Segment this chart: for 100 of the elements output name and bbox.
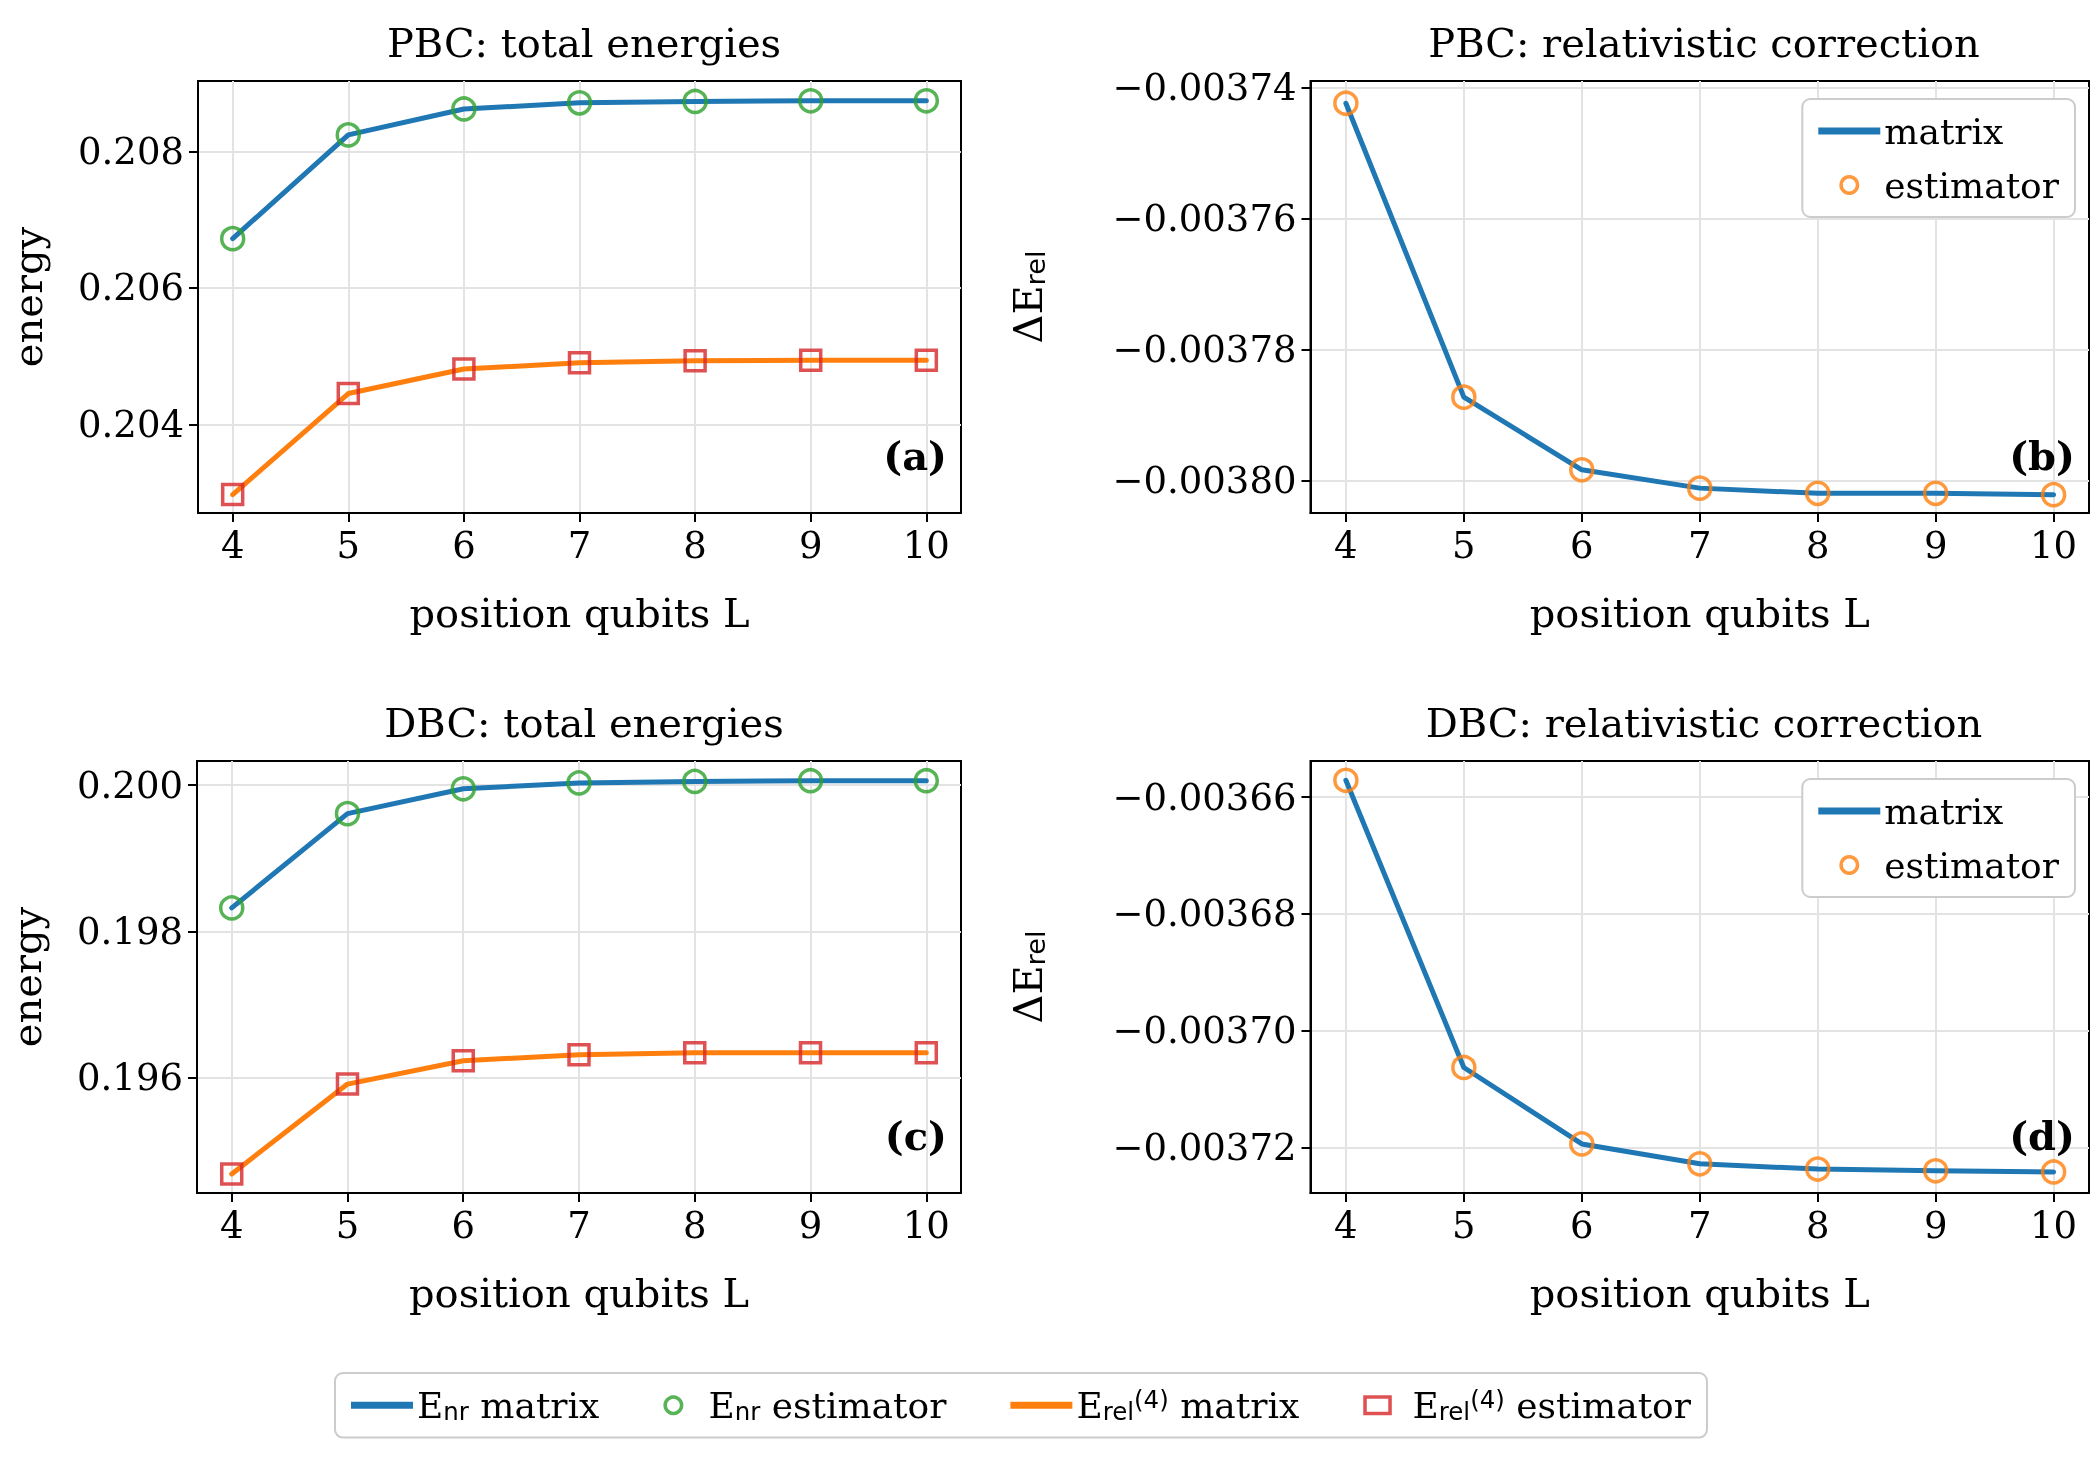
x-tick-label: 7 (1687, 1204, 1712, 1247)
annotation: (c) (884, 1111, 948, 1159)
x-tick-label: 6 (1570, 1204, 1594, 1247)
y-tick-label: −0.00368 (1112, 892, 1297, 936)
x-tick-label: 4 (219, 1204, 244, 1247)
point (682, 768, 708, 795)
point (334, 800, 361, 827)
y-tick-label: −0.00378 (1112, 327, 1297, 371)
point (798, 1040, 823, 1065)
point (1569, 457, 1595, 483)
point (335, 1072, 360, 1096)
x-tick-label: 6 (452, 524, 476, 567)
point (566, 90, 593, 116)
point (913, 88, 940, 114)
point (798, 348, 823, 372)
x-tick-label: 9 (1923, 1204, 1948, 1247)
annotation: (d) (2009, 1111, 2076, 1159)
x-tick-label: 10 (902, 524, 950, 567)
point (451, 1048, 475, 1073)
point (797, 88, 824, 114)
point (683, 1040, 707, 1065)
point (1687, 475, 1713, 501)
point (1922, 480, 1949, 507)
y-tick-label: 0.206 (78, 266, 184, 310)
y-tick-label: 0.204 (78, 402, 184, 446)
y-tick-label: 0.198 (77, 909, 183, 953)
x-tick-label: 10 (902, 1204, 950, 1247)
y-axis-title: ΔErel (1005, 250, 1051, 344)
x-tick-label: 6 (1570, 524, 1594, 567)
point (219, 1162, 244, 1186)
legend-label: Erel(4) matrix (1076, 1384, 1300, 1427)
x-tick-label: 7 (1687, 524, 1712, 567)
point (1333, 90, 1359, 116)
y-tick-label: 0.196 (77, 1056, 183, 1100)
x-tick-label: 9 (798, 524, 823, 567)
point (682, 88, 708, 115)
point (2040, 1159, 2067, 1185)
x-tick-label: 10 (2030, 524, 2078, 567)
point (1333, 767, 1359, 794)
x-tick-label: 10 (2030, 1204, 2078, 1247)
point (1922, 1158, 1949, 1184)
point (336, 381, 361, 406)
point (797, 767, 824, 794)
point (451, 96, 477, 122)
x-tick-label: 8 (1805, 524, 1830, 567)
y-axis-title: ΔErel (1005, 930, 1051, 1024)
point (1687, 1151, 1713, 1177)
x-tick-label: 8 (683, 524, 707, 567)
x-tick-label: 5 (336, 524, 361, 567)
legend-label: Erel(4) estimator (1412, 1384, 1692, 1427)
point (1569, 1131, 1595, 1157)
legend-label: estimator (1884, 164, 2060, 206)
y-tick-label: 0.200 (77, 763, 183, 807)
x-axis-title: position qubits L (1529, 590, 1870, 636)
x-tick-label: 5 (335, 1204, 360, 1247)
y-tick-label: −0.00370 (1112, 1009, 1297, 1053)
y-tick-label: −0.00366 (1112, 775, 1297, 819)
x-tick-label: 4 (1334, 1204, 1358, 1247)
x-tick-label: 8 (1805, 1204, 1830, 1247)
point (220, 482, 245, 507)
legend-label: matrix (1884, 110, 2004, 152)
y-tick-label: −0.00372 (1112, 1125, 1297, 1169)
x-tick-label: 9 (1923, 524, 1948, 567)
point (914, 348, 939, 372)
x-tick-label: 4 (1334, 524, 1358, 567)
point (1451, 384, 1477, 410)
y-tick-label: 0.208 (78, 129, 184, 173)
point (335, 122, 362, 148)
point (914, 1040, 939, 1065)
x-axis-title: position qubits L (1529, 1270, 1870, 1316)
y-axis-title: energy (4, 906, 50, 1048)
point (1451, 1054, 1477, 1081)
annotation: (a) (883, 431, 948, 479)
chart-title: PBC: total energies (386, 20, 782, 66)
x-tick-label: 5 (1452, 1204, 1476, 1247)
point (1804, 480, 1831, 507)
y-tick-label: −0.00376 (1112, 196, 1297, 240)
x-tick-label: 7 (567, 524, 592, 567)
x-axis-title: position qubits L (409, 590, 750, 636)
point (219, 895, 245, 921)
chart-title: DBC: relativistic correction (1425, 700, 1983, 746)
legend-label: estimator (1884, 844, 2060, 886)
point (683, 349, 707, 373)
x-tick-label: 7 (567, 1204, 591, 1247)
point (1804, 1156, 1831, 1182)
y-tick-label: −0.00380 (1112, 458, 1297, 502)
legend-label: Enr estimator (708, 1384, 948, 1427)
x-tick-label: 9 (798, 1204, 823, 1247)
x-tick-label: 8 (682, 1204, 707, 1247)
y-axis-title: energy (5, 226, 51, 368)
legend-label: matrix (1884, 790, 2004, 832)
point (913, 767, 940, 794)
point (450, 776, 476, 802)
x-tick-label: 5 (1452, 524, 1476, 567)
x-tick-label: 6 (451, 1204, 476, 1247)
chart-title: PBC: relativistic correction (1428, 20, 1980, 66)
point (567, 1043, 591, 1067)
legend-label: Enr matrix (417, 1384, 600, 1427)
x-tick-label: 4 (220, 524, 245, 567)
y-tick-label: −0.00374 (1112, 66, 1297, 110)
